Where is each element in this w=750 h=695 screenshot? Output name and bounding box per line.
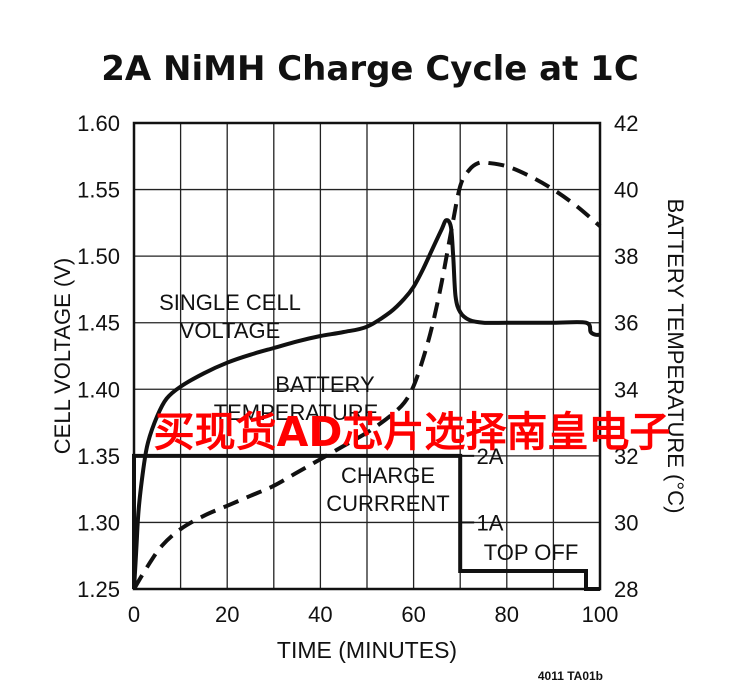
y-right-tick-label: 36 xyxy=(614,311,638,336)
x-tick-label: 80 xyxy=(495,602,519,627)
figure-id: 4011 TA01b xyxy=(538,669,603,683)
temperature-annotation-line1: BATTERY xyxy=(275,372,375,397)
y-left-tick-label: 1.55 xyxy=(77,178,120,203)
y-right-tick-label: 38 xyxy=(614,244,638,269)
y-right-tick-label: 40 xyxy=(614,178,638,203)
current-annotation-line2: CURRRENT xyxy=(326,491,449,516)
current-tick-labels: 2A 1A xyxy=(460,444,504,535)
y-left-tick-label: 1.40 xyxy=(77,377,120,402)
x-tick-labels: 0 20 40 60 80 100 xyxy=(128,602,618,627)
series-line-cell-voltage xyxy=(132,218,601,590)
current-tick-label: 1A xyxy=(477,510,504,535)
y-right-tick-label: 32 xyxy=(614,444,638,469)
y-left-tick-label: 1.50 xyxy=(77,244,120,269)
series-line-battery-temperature xyxy=(132,160,602,591)
watermark-text: 买现货AD芯片选择南皇电子 xyxy=(154,408,671,456)
y-left-tick-label: 1.45 xyxy=(77,311,120,336)
y-right-tick-label: 28 xyxy=(614,577,638,602)
x-tick-label: 100 xyxy=(582,602,619,627)
y-left-tick-label: 1.30 xyxy=(77,510,120,535)
x-axis-label: TIME (MINUTES) xyxy=(277,637,457,663)
y-right-tick-label: 30 xyxy=(614,510,638,535)
y-left-tick-label: 1.60 xyxy=(77,111,120,136)
y-left-tick-label: 1.35 xyxy=(77,444,120,469)
grid-lines xyxy=(133,122,601,590)
y-right-tick-labels: 28 30 32 34 36 38 40 42 xyxy=(614,111,638,602)
voltage-annotation-line2: VOLTAGE xyxy=(180,318,281,343)
y-left-tick-labels: 1.25 1.30 1.35 1.40 1.45 1.50 1.55 1.60 xyxy=(77,111,120,602)
x-tick-label: 20 xyxy=(215,602,239,627)
series-layer xyxy=(132,160,602,591)
plot-frame xyxy=(132,121,602,591)
y-right-axis-label: BATTERY TEMPERATURE (°C) xyxy=(663,199,688,514)
chart-title: 2A NiMH Charge Cycle at 1C xyxy=(101,49,639,89)
y-left-tick-label: 1.25 xyxy=(77,577,120,602)
voltage-annotation-line1: SINGLE CELL xyxy=(159,290,301,315)
current-tick-label: 2A xyxy=(477,444,504,469)
y-right-tick-label: 42 xyxy=(614,111,638,136)
x-tick-label: 40 xyxy=(308,602,332,627)
y-left-axis-label: CELL VOLTAGE (V) xyxy=(50,258,75,454)
current-annotation-line1: CHARGE xyxy=(341,463,435,488)
x-tick-label: 0 xyxy=(128,602,140,627)
top-off-annotation: TOP OFF xyxy=(484,540,579,565)
series-line-charge-current xyxy=(132,453,600,591)
temperature-annotation-line2: TEMPERATURE xyxy=(214,400,379,425)
y-right-tick-label: 34 xyxy=(614,377,638,402)
x-tick-label: 60 xyxy=(401,602,425,627)
